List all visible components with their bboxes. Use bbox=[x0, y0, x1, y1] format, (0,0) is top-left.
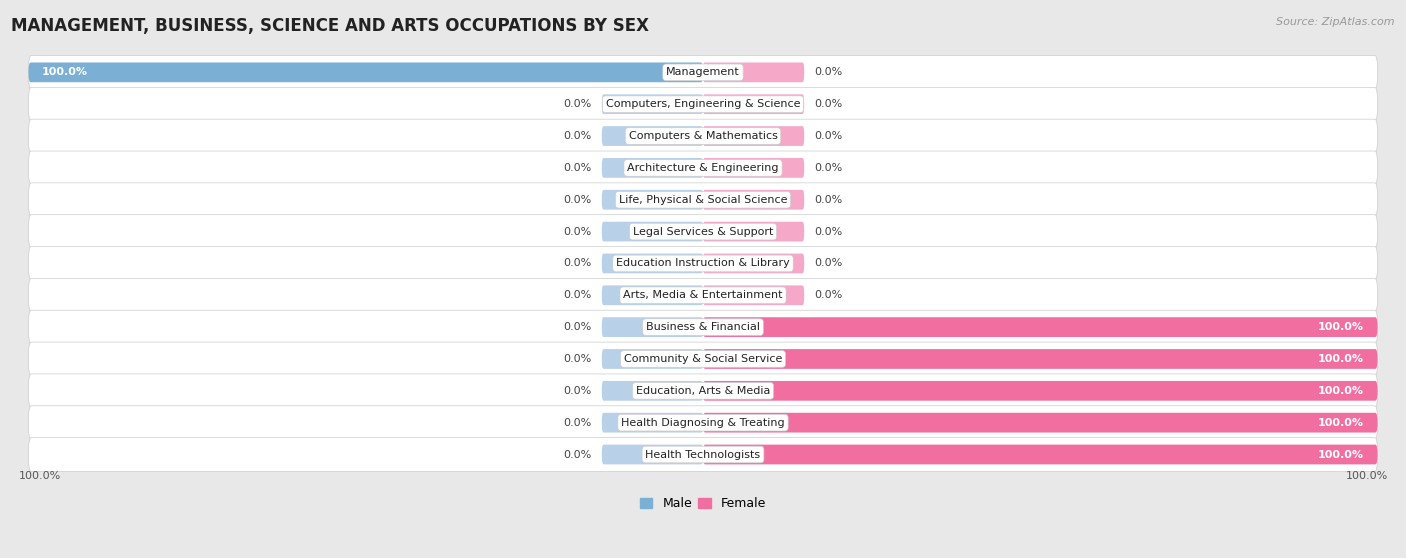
Text: Health Diagnosing & Treating: Health Diagnosing & Treating bbox=[621, 417, 785, 427]
Text: 0.0%: 0.0% bbox=[564, 227, 592, 237]
Text: Health Technologists: Health Technologists bbox=[645, 450, 761, 459]
Text: 0.0%: 0.0% bbox=[814, 99, 842, 109]
Text: 0.0%: 0.0% bbox=[564, 417, 592, 427]
Text: MANAGEMENT, BUSINESS, SCIENCE AND ARTS OCCUPATIONS BY SEX: MANAGEMENT, BUSINESS, SCIENCE AND ARTS O… bbox=[11, 17, 650, 35]
FancyBboxPatch shape bbox=[602, 285, 703, 305]
FancyBboxPatch shape bbox=[602, 381, 703, 401]
Text: 0.0%: 0.0% bbox=[564, 195, 592, 205]
Text: 0.0%: 0.0% bbox=[564, 354, 592, 364]
Text: Education, Arts & Media: Education, Arts & Media bbox=[636, 386, 770, 396]
Text: 0.0%: 0.0% bbox=[814, 68, 842, 78]
Text: Management: Management bbox=[666, 68, 740, 78]
Text: 100.0%: 100.0% bbox=[1317, 322, 1364, 332]
FancyBboxPatch shape bbox=[28, 374, 1378, 408]
FancyBboxPatch shape bbox=[28, 62, 703, 82]
Text: 0.0%: 0.0% bbox=[564, 163, 592, 173]
Text: Legal Services & Support: Legal Services & Support bbox=[633, 227, 773, 237]
Text: Business & Financial: Business & Financial bbox=[645, 322, 761, 332]
FancyBboxPatch shape bbox=[703, 222, 804, 242]
FancyBboxPatch shape bbox=[28, 215, 1378, 248]
FancyBboxPatch shape bbox=[28, 278, 1378, 312]
Text: Computers, Engineering & Science: Computers, Engineering & Science bbox=[606, 99, 800, 109]
FancyBboxPatch shape bbox=[28, 247, 1378, 280]
Text: 0.0%: 0.0% bbox=[814, 163, 842, 173]
FancyBboxPatch shape bbox=[602, 349, 703, 369]
Text: Community & Social Service: Community & Social Service bbox=[624, 354, 782, 364]
Text: 100.0%: 100.0% bbox=[42, 68, 89, 78]
FancyBboxPatch shape bbox=[602, 94, 703, 114]
Text: 0.0%: 0.0% bbox=[814, 195, 842, 205]
Text: Education Instruction & Library: Education Instruction & Library bbox=[616, 258, 790, 268]
Text: 0.0%: 0.0% bbox=[564, 386, 592, 396]
FancyBboxPatch shape bbox=[28, 183, 1378, 217]
FancyBboxPatch shape bbox=[703, 349, 1378, 369]
Text: 0.0%: 0.0% bbox=[814, 227, 842, 237]
Text: 0.0%: 0.0% bbox=[564, 290, 592, 300]
FancyBboxPatch shape bbox=[602, 126, 703, 146]
FancyBboxPatch shape bbox=[28, 151, 1378, 185]
Text: 100.0%: 100.0% bbox=[18, 471, 60, 481]
FancyBboxPatch shape bbox=[602, 445, 703, 464]
FancyBboxPatch shape bbox=[28, 88, 1378, 121]
Text: 0.0%: 0.0% bbox=[814, 290, 842, 300]
FancyBboxPatch shape bbox=[602, 222, 703, 242]
Text: 0.0%: 0.0% bbox=[814, 258, 842, 268]
FancyBboxPatch shape bbox=[703, 285, 804, 305]
FancyBboxPatch shape bbox=[703, 158, 804, 178]
FancyBboxPatch shape bbox=[602, 253, 703, 273]
Text: 100.0%: 100.0% bbox=[1317, 450, 1364, 459]
Text: 0.0%: 0.0% bbox=[564, 99, 592, 109]
Text: Architecture & Engineering: Architecture & Engineering bbox=[627, 163, 779, 173]
FancyBboxPatch shape bbox=[28, 406, 1378, 440]
FancyBboxPatch shape bbox=[28, 310, 1378, 344]
Text: 100.0%: 100.0% bbox=[1317, 386, 1364, 396]
FancyBboxPatch shape bbox=[703, 62, 804, 82]
FancyBboxPatch shape bbox=[703, 413, 1378, 432]
Text: Life, Physical & Social Science: Life, Physical & Social Science bbox=[619, 195, 787, 205]
Text: 0.0%: 0.0% bbox=[564, 131, 592, 141]
FancyBboxPatch shape bbox=[703, 445, 1378, 464]
FancyBboxPatch shape bbox=[602, 190, 703, 210]
FancyBboxPatch shape bbox=[602, 158, 703, 178]
FancyBboxPatch shape bbox=[703, 190, 804, 210]
Text: Computers & Mathematics: Computers & Mathematics bbox=[628, 131, 778, 141]
FancyBboxPatch shape bbox=[28, 55, 1378, 89]
FancyBboxPatch shape bbox=[703, 94, 804, 114]
Legend: Male, Female: Male, Female bbox=[636, 492, 770, 515]
FancyBboxPatch shape bbox=[703, 318, 1378, 337]
FancyBboxPatch shape bbox=[602, 413, 703, 432]
Text: 100.0%: 100.0% bbox=[1346, 471, 1388, 481]
FancyBboxPatch shape bbox=[28, 119, 1378, 153]
FancyBboxPatch shape bbox=[28, 342, 1378, 376]
Text: Source: ZipAtlas.com: Source: ZipAtlas.com bbox=[1277, 17, 1395, 27]
Text: 0.0%: 0.0% bbox=[564, 258, 592, 268]
Text: 0.0%: 0.0% bbox=[564, 450, 592, 459]
Text: 0.0%: 0.0% bbox=[564, 322, 592, 332]
FancyBboxPatch shape bbox=[602, 318, 703, 337]
FancyBboxPatch shape bbox=[703, 381, 1378, 401]
FancyBboxPatch shape bbox=[703, 126, 804, 146]
Text: 100.0%: 100.0% bbox=[1317, 417, 1364, 427]
Text: Arts, Media & Entertainment: Arts, Media & Entertainment bbox=[623, 290, 783, 300]
Text: 0.0%: 0.0% bbox=[814, 131, 842, 141]
Text: 100.0%: 100.0% bbox=[1317, 354, 1364, 364]
FancyBboxPatch shape bbox=[703, 253, 804, 273]
FancyBboxPatch shape bbox=[28, 437, 1378, 472]
